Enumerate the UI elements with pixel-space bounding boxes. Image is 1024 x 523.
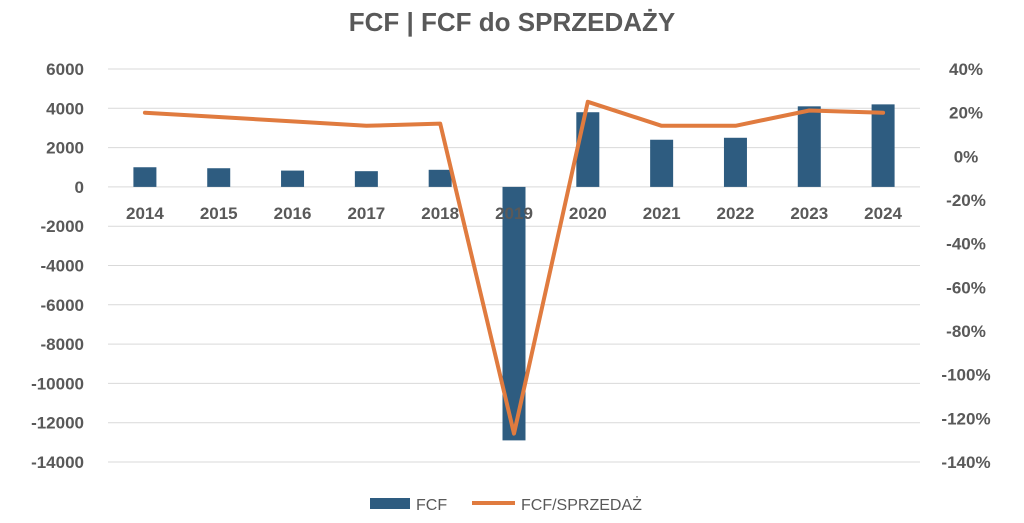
bar-fcf-2018 (428, 169, 452, 187)
x-tick-label: 2023 (790, 204, 828, 223)
left-tick-label: -10000 (31, 374, 84, 393)
left-tick-label: 0 (75, 178, 84, 197)
legend-swatch-fcf (370, 498, 410, 509)
left-tick-label: -8000 (41, 335, 84, 354)
point-ratio-2023 (807, 108, 811, 112)
point-ratio-2017 (364, 124, 368, 128)
right-tick-label: -100% (941, 366, 990, 385)
right-tick-label: -140% (941, 453, 990, 472)
x-tick-label: 2016 (274, 204, 312, 223)
x-tick-label: 2021 (643, 204, 681, 223)
bar-fcf-2014 (133, 167, 157, 187)
bar-fcf-2016 (281, 170, 305, 187)
right-tick-label: -80% (946, 322, 986, 341)
left-tick-label: -4000 (41, 257, 84, 276)
point-ratio-2024 (881, 111, 885, 115)
right-tick-label: 20% (949, 104, 983, 123)
right-tick-label: 40% (949, 60, 983, 79)
left-tick-label: 6000 (46, 60, 84, 79)
left-tick-label: -12000 (31, 414, 84, 433)
bar-fcf-2024 (871, 104, 895, 187)
point-ratio-2021 (660, 124, 664, 128)
left-tick-label: -2000 (41, 217, 84, 236)
bar-fcf-2022 (723, 137, 747, 187)
point-ratio-2014 (143, 111, 147, 115)
point-ratio-2018 (438, 122, 442, 126)
right-tick-label: 0% (954, 147, 979, 166)
x-tick-label: 2022 (717, 204, 755, 223)
point-ratio-2020 (586, 100, 590, 104)
x-axis: 2014 2015 2016 2017 2018 2019 2020 2021 2022 2023… (126, 204, 903, 223)
x-tick-label: 2019 (495, 204, 533, 223)
left-tick-label: -6000 (41, 296, 84, 315)
x-tick-label: 2014 (126, 204, 164, 223)
legend-label-ratio: FCF/SPRZEDAŻ (521, 495, 642, 514)
x-tick-label: 2024 (864, 204, 902, 223)
bar-fcf-2020 (576, 112, 600, 187)
legend-label-fcf: FCF (416, 497, 447, 514)
x-tick-label: 2015 (200, 204, 238, 223)
point-ratio-2019 (512, 432, 516, 436)
bar-series (133, 104, 895, 441)
bar-fcf-2015 (207, 168, 231, 187)
line-series (142, 99, 886, 436)
legend: FCF FCF/SPRZEDAŻ (370, 495, 642, 514)
bar-fcf-2021 (650, 139, 674, 187)
x-tick-label: 2020 (569, 204, 607, 223)
chart-title: FCF | FCF do SPRZEDAŻY (349, 7, 675, 37)
right-tick-label: -120% (941, 409, 990, 428)
right-tick-label: -40% (946, 235, 986, 254)
right-axis: 40% 20% 0% -20% -40% -60% -80% -100% -120% -140% (941, 60, 990, 472)
point-ratio-2016 (291, 119, 295, 123)
point-ratio-2022 (733, 124, 737, 128)
bar-fcf-2019 (502, 186, 526, 441)
x-tick-label: 2018 (421, 204, 459, 223)
left-tick-label: 2000 (46, 139, 84, 158)
right-tick-label: -20% (946, 191, 986, 210)
right-tick-label: -60% (946, 278, 986, 297)
bar-fcf-2023 (797, 106, 821, 187)
left-tick-label: -14000 (31, 453, 84, 472)
left-axis: 6000 4000 2000 0 -2000 -4000 -6000 -8000 -10000 -… (31, 60, 84, 472)
left-tick-label: 4000 (46, 99, 84, 118)
bar-fcf-2017 (354, 171, 378, 187)
x-tick-label: 2017 (347, 204, 385, 223)
point-ratio-2015 (217, 115, 221, 119)
